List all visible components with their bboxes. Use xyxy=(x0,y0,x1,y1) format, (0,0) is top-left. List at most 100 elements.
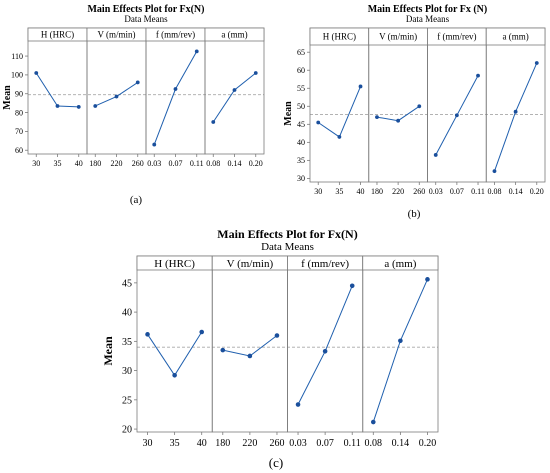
y-axis-label: Mean xyxy=(101,336,115,366)
data-point xyxy=(417,104,422,109)
y-tick-label: 40 xyxy=(122,308,132,319)
factor-name: V (m/min) xyxy=(227,258,274,270)
data-point xyxy=(114,94,119,99)
factor-panel: H (HRC) 30 35 40 xyxy=(136,255,213,449)
data-point xyxy=(253,71,258,75)
y-axis-label: Mean xyxy=(2,85,13,110)
y-axis-label: Mean xyxy=(283,101,294,126)
x-tick-label: 0.14 xyxy=(509,187,523,196)
x-tick-label: 180 xyxy=(371,187,383,196)
figure-caption: (b) xyxy=(408,208,421,220)
x-tick-label: 220 xyxy=(111,159,123,168)
x-tick-label: 30 xyxy=(143,438,153,449)
y-tick-label: 50 xyxy=(297,102,305,111)
series-line xyxy=(494,62,538,172)
data-point xyxy=(396,118,401,123)
y-tick-label: 45 xyxy=(122,278,132,289)
figure-caption: (c) xyxy=(269,455,283,470)
factor-name: a (mm) xyxy=(221,30,247,40)
factor-panel: H (HRC) 30 35 40 xyxy=(309,27,370,196)
series-line xyxy=(376,105,420,122)
data-point xyxy=(370,419,376,425)
factor-panel: a (mm) 0.08 0.14 0.20 xyxy=(204,27,265,168)
series-line xyxy=(95,82,139,107)
chart-subtitle: Data Means xyxy=(406,14,450,24)
data-point xyxy=(274,333,280,338)
data-point xyxy=(211,120,216,124)
factor-panel: f (mm/rev) 0.03 0.07 0.11 xyxy=(145,27,206,168)
data-point xyxy=(454,113,459,118)
factor-name: H (HRC) xyxy=(41,30,74,40)
factor-panel: f (mm/rev) 0.03 0.07 0.11 xyxy=(287,255,364,449)
x-tick-label: 35 xyxy=(335,187,343,196)
x-tick-label: 260 xyxy=(132,159,144,168)
x-tick-label: 0.03 xyxy=(147,159,161,168)
y-tick-label: 25 xyxy=(122,395,132,406)
data-point xyxy=(337,135,342,139)
chart-subtitle: Data Means xyxy=(124,14,168,24)
data-point xyxy=(433,153,438,157)
x-tick-label: 0.20 xyxy=(530,187,544,196)
x-tick-label: 0.14 xyxy=(228,159,242,168)
x-tick-label: 0.03 xyxy=(429,187,443,196)
x-tick-label: 35 xyxy=(170,438,180,449)
factor-panel: H (HRC) 30 35 40 xyxy=(27,27,88,168)
series-line xyxy=(222,335,278,357)
series-line xyxy=(372,279,428,423)
data-point xyxy=(425,277,430,282)
y-tick-label: 45 xyxy=(297,120,305,129)
chart-subtitle: Data Means xyxy=(261,241,314,253)
x-tick-label: 0.08 xyxy=(365,438,383,449)
data-point xyxy=(145,332,150,337)
data-point xyxy=(349,283,355,289)
x-tick-label: 0.14 xyxy=(392,438,410,449)
data-point xyxy=(152,142,157,147)
x-tick-label: 0.08 xyxy=(487,187,501,196)
x-tick-label: 40 xyxy=(357,187,365,196)
data-point xyxy=(358,84,363,89)
x-tick-label: 35 xyxy=(54,159,62,168)
x-tick-label: 0.11 xyxy=(190,159,204,168)
factor-name: f (mm/rev) xyxy=(437,32,476,42)
panel-frame xyxy=(136,255,213,433)
series-line xyxy=(147,331,203,377)
data-point xyxy=(476,73,480,78)
y-tick-label: 80 xyxy=(15,108,23,117)
x-tick-label: 0.07 xyxy=(316,438,334,449)
data-point xyxy=(322,348,328,354)
data-point xyxy=(398,338,403,344)
y-tick-label: 110 xyxy=(11,52,23,61)
factor-name: V (m/min) xyxy=(97,30,135,40)
panel-frame xyxy=(362,255,439,433)
x-tick-label: 220 xyxy=(392,187,404,196)
chart-title: Main Effects Plot for Fx(N) xyxy=(87,4,204,15)
x-tick-label: 0.20 xyxy=(419,438,437,449)
y-tick-label: 35 xyxy=(122,337,132,348)
x-tick-label: 0.07 xyxy=(450,187,464,196)
data-point xyxy=(199,329,205,335)
x-tick-label: 0.11 xyxy=(471,187,485,196)
panel-header xyxy=(204,27,265,42)
data-point xyxy=(492,169,497,174)
series-line xyxy=(212,72,257,123)
y-tick-label: 60 xyxy=(15,146,23,155)
x-tick-label: 0.20 xyxy=(249,159,263,168)
data-point xyxy=(135,80,140,85)
y-tick-label: 60 xyxy=(297,66,305,75)
factor-panel: a (mm) 0.08 0.14 0.20 xyxy=(485,27,546,196)
series-line xyxy=(35,72,79,108)
panel-frame xyxy=(86,27,147,155)
series-line xyxy=(317,86,361,138)
y-tick-label: 90 xyxy=(15,90,23,99)
panel-frame xyxy=(27,27,88,155)
y-tick-label: 55 xyxy=(297,84,305,93)
data-point xyxy=(534,61,539,65)
chart-a: Main Effects Plot for Fx(N)Data Means Mea… xyxy=(2,4,265,206)
panel-frame xyxy=(145,27,206,155)
figure-caption: (a) xyxy=(130,194,143,206)
factor-panel: f (mm/rev) 0.03 0.07 0.11 xyxy=(427,27,487,196)
y-tick-label: 100 xyxy=(11,71,23,80)
x-tick-label: 30 xyxy=(32,159,40,168)
chart-b: Main Effects Plot for Fx (N)Data Means Me… xyxy=(283,4,546,220)
data-point xyxy=(55,104,60,108)
